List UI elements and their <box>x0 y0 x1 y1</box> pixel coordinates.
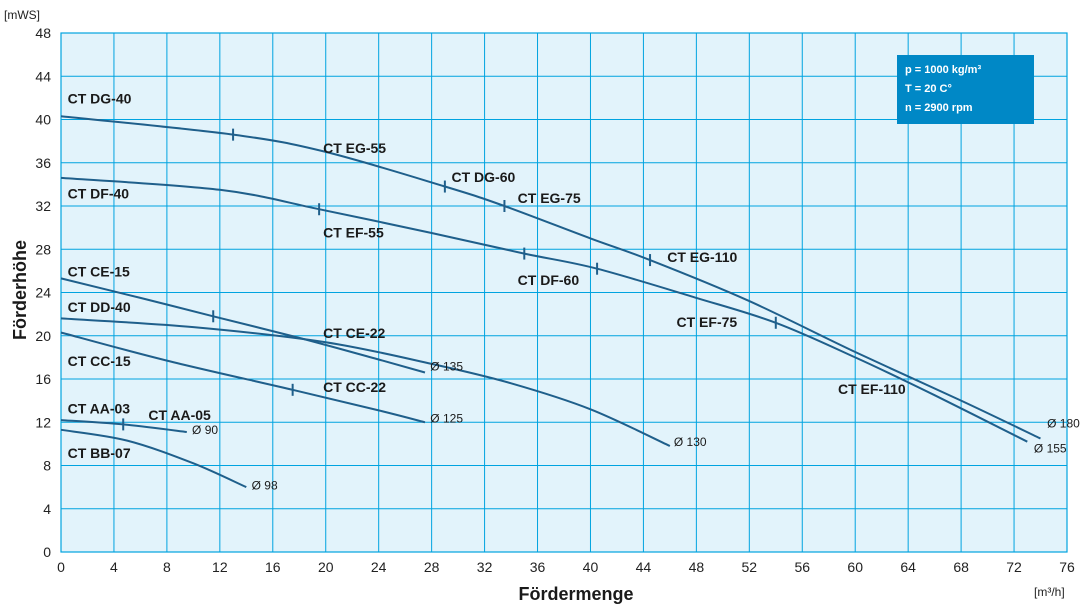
x-tick-label: 32 <box>477 559 493 575</box>
x-tick-label: 64 <box>900 559 916 575</box>
pump-label: CT EG-55 <box>323 140 386 156</box>
diameter-label: Ø 135 <box>430 359 463 373</box>
y-tick-label: 16 <box>35 371 51 387</box>
y-tick-label: 24 <box>35 285 51 301</box>
x-tick-label: 76 <box>1059 559 1075 575</box>
pump-label: CT CC-15 <box>68 353 131 369</box>
curve-180 <box>60 115 1041 440</box>
pump-label: CT EG-110 <box>667 249 737 265</box>
diameter-label: Ø 155 <box>1034 442 1067 456</box>
y-tick-label: 4 <box>43 501 51 517</box>
curve-tick-marks <box>122 128 777 431</box>
x-tick-label: 12 <box>212 559 228 575</box>
y-tick-label: 36 <box>35 155 51 171</box>
y-tick-label: 44 <box>35 68 51 84</box>
pump-label: CT EG-75 <box>518 190 581 206</box>
pump-label: CT AA-05 <box>148 407 211 423</box>
x-tick-label: 40 <box>583 559 599 575</box>
curve-130 <box>60 317 671 447</box>
pump-label: CT CC-22 <box>323 379 386 395</box>
pump-label: CT EF-55 <box>323 224 384 240</box>
pump-label: CT EF-75 <box>677 314 738 330</box>
info-line-temperature: T = 20 C° <box>905 83 952 95</box>
curve-135 <box>60 277 426 374</box>
x-tick-label: 8 <box>163 559 171 575</box>
pump-label: CT DF-40 <box>68 185 130 201</box>
x-tick-label: 20 <box>318 559 334 575</box>
diameter-label: Ø 98 <box>252 478 278 492</box>
y-axis-title: Förderhöhe <box>10 240 30 340</box>
impeller-diameter-labels: Ø 135 Ø 130 Ø 125 Ø 90 Ø 98 Ø 180 Ø 155 <box>192 359 1080 492</box>
y-tick-label: 0 <box>43 544 51 560</box>
x-tick-label: 24 <box>371 559 387 575</box>
diameter-label: Ø 130 <box>674 435 707 449</box>
y-tick-label: 32 <box>35 198 51 214</box>
info-line-speed: n = 2900 rpm <box>905 102 973 114</box>
y-tick-label: 40 <box>35 112 51 128</box>
y-tick-label: 28 <box>35 241 51 257</box>
x-tick-label: 72 <box>1006 559 1022 575</box>
pump-label: CT CE-15 <box>68 263 130 279</box>
diameter-label: Ø 125 <box>430 411 463 425</box>
diameter-label: Ø 90 <box>192 423 218 437</box>
x-tick-labels: 0 4 8 12 16 20 24 28 32 36 40 44 48 52 56 60 64 68 72 76 <box>57 559 1075 575</box>
diameter-label: Ø 180 <box>1047 417 1080 431</box>
pump-label: CT CE-22 <box>323 325 385 341</box>
pump-label: CT DF-60 <box>518 272 580 288</box>
y-tick-label: 20 <box>35 328 51 344</box>
x-tick-label: 56 <box>794 559 810 575</box>
x-unit-label: [m³/h] <box>1034 585 1065 599</box>
x-tick-label: 36 <box>530 559 546 575</box>
x-tick-label: 0 <box>57 559 65 575</box>
x-tick-label: 60 <box>847 559 863 575</box>
y-tick-label: 48 <box>35 25 51 41</box>
pump-label: CT BB-07 <box>68 445 131 461</box>
y-tick-label: 12 <box>35 414 51 430</box>
x-tick-label: 68 <box>953 559 969 575</box>
y-tick-label: 8 <box>43 458 51 474</box>
plot-border <box>60 32 1068 553</box>
grid-lines <box>60 32 1068 553</box>
x-tick-label: 52 <box>742 559 758 575</box>
y-unit-label: [mWS] <box>4 8 40 22</box>
pump-label: CT AA-03 <box>68 401 131 417</box>
curve-98 <box>60 428 247 489</box>
x-tick-label: 44 <box>636 559 652 575</box>
pump-label: CT DD-40 <box>68 299 131 315</box>
x-tick-label: 4 <box>110 559 118 575</box>
info-box: p = 1000 kg/m³ T = 20 C° n = 2900 rpm <box>897 55 1034 124</box>
info-box-background <box>897 55 1034 124</box>
pump-label: CT DG-60 <box>451 169 515 185</box>
pump-label: CT EF-110 <box>838 381 906 397</box>
x-axis-title: Fördermenge <box>518 584 633 604</box>
curve-125 <box>60 331 426 424</box>
pump-label: CT DG-40 <box>68 90 132 106</box>
x-tick-label: 28 <box>424 559 440 575</box>
x-tick-label: 16 <box>265 559 281 575</box>
x-tick-label: 48 <box>689 559 705 575</box>
info-line-density: p = 1000 kg/m³ <box>905 64 981 76</box>
